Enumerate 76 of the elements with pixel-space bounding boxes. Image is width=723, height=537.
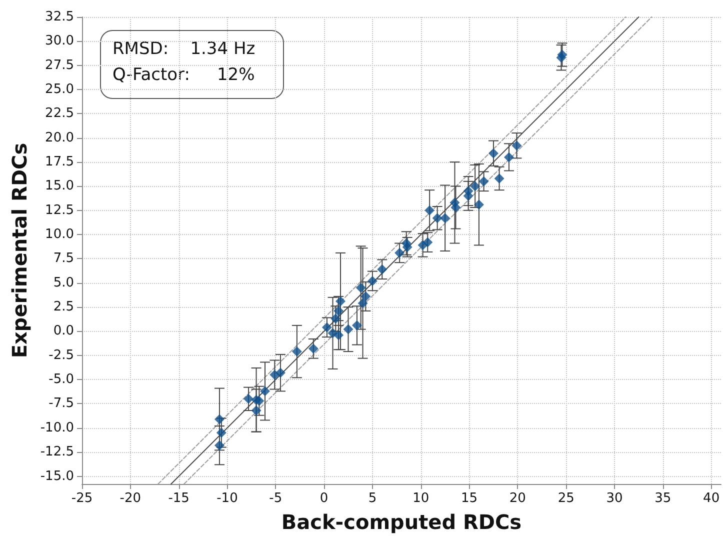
- point: [292, 346, 302, 357]
- x-tick-label: 35: [654, 491, 672, 506]
- x-tick-label: 30: [606, 491, 623, 506]
- y-tick-label: -12.5: [40, 444, 74, 460]
- y-tick-label: 10.0: [45, 227, 74, 242]
- x-tick-label: 15: [461, 491, 478, 506]
- y-tick-label: 0.0: [53, 324, 74, 339]
- point: [214, 414, 224, 424]
- y-tick-label: 12.5: [45, 202, 74, 218]
- x-tick-label: -20: [120, 491, 142, 506]
- point: [216, 428, 226, 438]
- point: [251, 406, 262, 416]
- y-tick-label: 32.5: [45, 10, 74, 24]
- y-tick-label: 20.0: [45, 130, 74, 146]
- y-tick-label: 30.0: [45, 34, 74, 49]
- point: [432, 213, 442, 224]
- point: [478, 176, 489, 186]
- point: [402, 242, 412, 252]
- x-tick-label: -5: [269, 491, 282, 506]
- point: [214, 440, 224, 450]
- y-axis-title: Experimental RDCs: [7, 142, 32, 358]
- x-tick-label: -10: [216, 491, 238, 506]
- y-tick-label: 7.5: [53, 251, 74, 266]
- point: [270, 370, 280, 380]
- point: [494, 173, 504, 184]
- x-tick-label: 10: [412, 491, 430, 506]
- x-tick-label: 5: [368, 491, 377, 506]
- point: [330, 314, 341, 324]
- point: [556, 52, 566, 63]
- point: [377, 264, 388, 274]
- point: [336, 296, 346, 306]
- point: [360, 291, 371, 302]
- annotation: RMSD: 1.34 Hz: [112, 39, 256, 59]
- y-tick-label: 22.5: [45, 106, 74, 122]
- x-tick-label: -25: [71, 491, 93, 506]
- point: [463, 190, 474, 201]
- y-tick-label: 25.0: [45, 82, 74, 98]
- y-tick-label: 5.0: [53, 275, 74, 290]
- point: [343, 324, 354, 334]
- point: [322, 322, 332, 332]
- point: [418, 240, 428, 250]
- x-tick-label: -15: [168, 491, 190, 506]
- point: [244, 394, 254, 404]
- y-tick-label: -15.0: [40, 468, 74, 484]
- point: [440, 213, 450, 224]
- point: [450, 202, 461, 212]
- point: [367, 276, 378, 286]
- y-tick-label: -7.5: [48, 396, 74, 412]
- point: [474, 200, 484, 210]
- point: [356, 282, 366, 293]
- point: [470, 181, 480, 192]
- x-tick-label: 20: [509, 491, 526, 506]
- x-tick-label: 40: [703, 491, 720, 506]
- point: [358, 298, 368, 308]
- point: [424, 205, 435, 216]
- point: [254, 396, 264, 406]
- point: [334, 330, 344, 340]
- y-tick-label: 17.5: [45, 154, 74, 170]
- point: [512, 140, 522, 151]
- point: [260, 386, 270, 396]
- x-tick-label: 25: [558, 491, 574, 506]
- x-tick-label: 0: [320, 491, 328, 506]
- point: [308, 344, 318, 354]
- x-axis-title: Back-computed RDCs: [281, 510, 522, 534]
- y-tick-label: -5.0: [48, 372, 74, 388]
- point: [352, 320, 362, 330]
- point: [488, 148, 498, 158]
- y-tick-label: 27.5: [45, 58, 74, 73]
- point: [334, 306, 344, 316]
- y-tick-label: 15.0: [45, 178, 74, 194]
- point: [394, 248, 405, 258]
- annotation: Q-Factor: 12%: [112, 65, 255, 85]
- y-tick-label: -2.5: [48, 348, 74, 363]
- y-tick-label: 2.5: [53, 300, 74, 315]
- y-tick-label: -10.0: [40, 420, 74, 436]
- point: [504, 152, 514, 162]
